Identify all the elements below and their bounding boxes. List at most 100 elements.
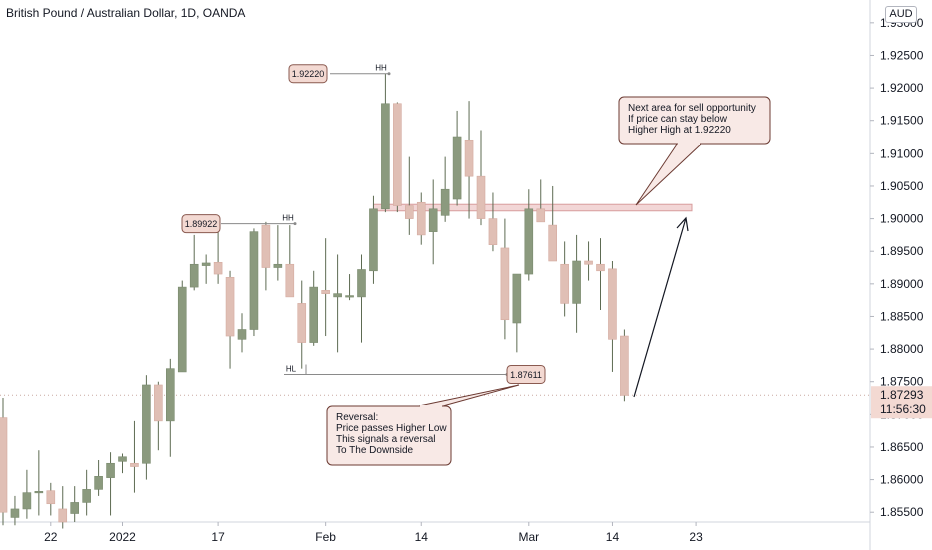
y-tick-label: 1.92000 bbox=[880, 81, 924, 95]
mid-price-tag-box[interactable] bbox=[181, 214, 221, 234]
current-price-value: 1.87293 bbox=[880, 388, 924, 402]
y-tick-label: 1.92500 bbox=[880, 48, 924, 62]
candle-body[interactable] bbox=[560, 263, 569, 304]
reversal-note-box[interactable] bbox=[326, 405, 452, 466]
candle-body[interactable] bbox=[345, 295, 354, 298]
candle-body[interactable] bbox=[404, 205, 414, 219]
projection-arrow-head bbox=[676, 216, 689, 232]
x-tick-label: 2022 bbox=[109, 530, 136, 544]
high-price-tag-text: 1.92220 bbox=[292, 69, 325, 79]
candle-body[interactable] bbox=[464, 139, 474, 177]
x-tick-label: Feb bbox=[315, 530, 336, 544]
candle-body[interactable] bbox=[536, 208, 546, 223]
candle-body[interactable] bbox=[321, 290, 330, 294]
candle-body[interactable] bbox=[452, 136, 462, 200]
candle-body[interactable] bbox=[416, 201, 426, 236]
candle-body[interactable] bbox=[189, 263, 199, 288]
y-tick-label: 1.88000 bbox=[880, 342, 924, 356]
candle-body[interactable] bbox=[369, 208, 378, 272]
candle-body[interactable] bbox=[261, 224, 271, 268]
candle-body[interactable] bbox=[273, 263, 283, 268]
candle-body[interactable] bbox=[440, 188, 450, 216]
candle-body[interactable] bbox=[0, 417, 8, 513]
candle-body[interactable] bbox=[584, 260, 593, 265]
x-tick-label: 17 bbox=[211, 530, 225, 544]
candle-body[interactable] bbox=[357, 269, 366, 298]
mid-marker-label: HH bbox=[282, 214, 294, 223]
candle-body[interactable] bbox=[572, 260, 581, 304]
reversal-note-line: To The Downside bbox=[336, 445, 414, 456]
y-tick-label: 1.90000 bbox=[880, 212, 924, 226]
candle-body[interactable] bbox=[22, 492, 32, 510]
sell-note-line: Higher High at 1.92220 bbox=[628, 125, 731, 136]
high-price-tag-box[interactable] bbox=[288, 64, 328, 84]
x-tick-label: 14 bbox=[606, 530, 620, 544]
currency-unit-badge[interactable]: AUD bbox=[885, 6, 917, 23]
y-tick-label: 1.90500 bbox=[880, 179, 924, 193]
candle-body[interactable] bbox=[285, 263, 295, 298]
candle-body[interactable] bbox=[94, 476, 103, 490]
candle-body[interactable] bbox=[393, 103, 402, 206]
candle-body[interactable] bbox=[58, 508, 68, 523]
candle-body[interactable] bbox=[70, 502, 79, 514]
candle-body[interactable] bbox=[118, 456, 127, 462]
reversal-note-pointer bbox=[418, 384, 520, 407]
y-tick-label: 1.91500 bbox=[880, 114, 924, 128]
candle-body[interactable] bbox=[333, 293, 342, 298]
candle-body[interactable] bbox=[46, 490, 56, 505]
candle-body[interactable] bbox=[166, 368, 175, 422]
candle-body[interactable] bbox=[34, 491, 44, 494]
reversal-note-line: This signals a reversal bbox=[336, 434, 435, 445]
y-tick-label: 1.86000 bbox=[880, 473, 924, 487]
candle-body[interactable] bbox=[488, 218, 498, 245]
candle-body[interactable] bbox=[130, 462, 139, 467]
low-marker-label: HL bbox=[286, 364, 297, 373]
candle-body[interactable] bbox=[608, 268, 617, 340]
y-tick-label: 1.87500 bbox=[880, 375, 924, 389]
reversal-note-line: Price passes Higher Low bbox=[336, 423, 447, 434]
sell-note-line: If price can stay below bbox=[628, 114, 728, 125]
candle-body[interactable] bbox=[249, 231, 259, 330]
current-price-countdown: 11:56:30 bbox=[880, 402, 926, 416]
low-price-tag-text: 1.87611 bbox=[510, 370, 542, 380]
candle-body[interactable] bbox=[309, 286, 319, 343]
mid-price-tag-text: 1.89922 bbox=[185, 219, 218, 229]
x-tick-label: 23 bbox=[689, 530, 703, 544]
candle-body[interactable] bbox=[500, 247, 510, 321]
y-tick-label: 1.85500 bbox=[880, 505, 924, 519]
candle-body[interactable] bbox=[428, 208, 438, 232]
candle-body[interactable] bbox=[620, 335, 629, 396]
candle-body[interactable] bbox=[596, 263, 605, 272]
candle-body[interactable] bbox=[142, 384, 151, 464]
y-tick-label: 1.89000 bbox=[880, 277, 924, 291]
y-tick-label: 1.88500 bbox=[880, 309, 924, 323]
candle-body[interactable] bbox=[201, 262, 211, 266]
candle-body[interactable] bbox=[225, 277, 235, 337]
y-tick-label: 1.91000 bbox=[880, 146, 924, 160]
x-tick-label: 22 bbox=[44, 530, 58, 544]
candle-body[interactable] bbox=[297, 303, 307, 343]
projection-arrow-line[interactable] bbox=[633, 217, 687, 398]
high-marker-end-dot bbox=[387, 72, 391, 76]
y-tick-label: 1.89500 bbox=[880, 244, 924, 258]
candle-body[interactable] bbox=[476, 175, 486, 219]
y-tick-label: 1.86500 bbox=[880, 440, 924, 454]
mid-marker-end-dot bbox=[293, 222, 297, 226]
candle-body[interactable] bbox=[548, 224, 558, 262]
candle-body[interactable] bbox=[512, 273, 522, 324]
candle-body[interactable] bbox=[237, 329, 247, 340]
candle-body[interactable] bbox=[213, 262, 223, 275]
candle-body[interactable] bbox=[106, 462, 115, 478]
candle-body[interactable] bbox=[381, 103, 390, 210]
candle-body[interactable] bbox=[82, 489, 91, 503]
current-price-badge[interactable] bbox=[871, 386, 932, 419]
x-tick-label: 14 bbox=[415, 530, 429, 544]
sell-note-line: Next area for sell opportunity bbox=[628, 103, 756, 114]
low-price-tag-box[interactable] bbox=[506, 364, 546, 384]
candle-body[interactable] bbox=[154, 384, 163, 422]
candle-body[interactable] bbox=[524, 208, 534, 275]
candle-body[interactable] bbox=[10, 508, 20, 518]
candle-body[interactable] bbox=[177, 286, 187, 373]
